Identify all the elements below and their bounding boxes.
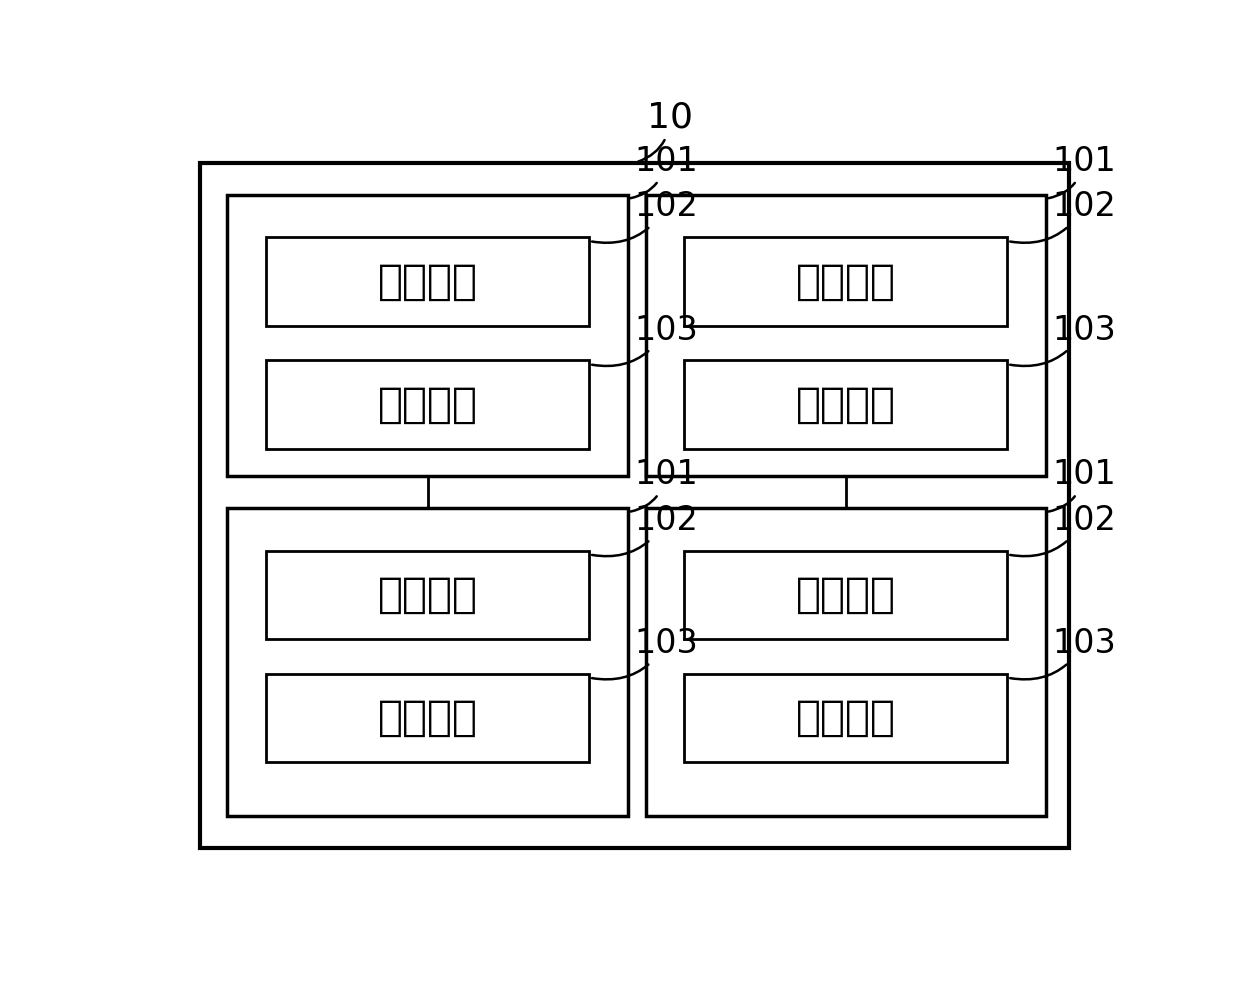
Text: 加热装置: 加热装置 [378, 697, 477, 739]
Text: 102: 102 [591, 504, 698, 556]
Bar [265, 360, 589, 449]
Text: 101: 101 [630, 145, 698, 198]
Text: 加热装置: 加热装置 [796, 697, 895, 739]
Bar [646, 509, 1045, 816]
Text: 102: 102 [1011, 191, 1116, 243]
Bar [265, 674, 589, 762]
Text: 101: 101 [630, 459, 698, 512]
Bar [265, 551, 589, 639]
Bar [227, 194, 627, 476]
Bar [265, 238, 589, 326]
Text: 10: 10 [639, 101, 693, 162]
Text: 103: 103 [1011, 627, 1116, 680]
Text: 加热装置: 加热装置 [796, 384, 895, 425]
Text: 102: 102 [591, 191, 698, 243]
Bar [646, 194, 1045, 476]
Bar [684, 551, 1007, 639]
Bar [684, 238, 1007, 326]
Text: 检测装置: 检测装置 [796, 260, 895, 302]
Text: 101: 101 [1049, 145, 1116, 198]
Text: 检测装置: 检测装置 [378, 573, 477, 616]
Text: 检测装置: 检测装置 [378, 260, 477, 302]
Text: 103: 103 [591, 313, 698, 366]
Bar [684, 674, 1007, 762]
Bar [684, 360, 1007, 449]
Text: 101: 101 [1049, 459, 1116, 512]
Text: 检测装置: 检测装置 [796, 573, 895, 616]
Text: 103: 103 [591, 627, 698, 680]
Text: 103: 103 [1011, 313, 1116, 366]
Text: 102: 102 [1011, 504, 1116, 556]
Text: 加热装置: 加热装置 [378, 384, 477, 425]
Bar [227, 509, 627, 816]
